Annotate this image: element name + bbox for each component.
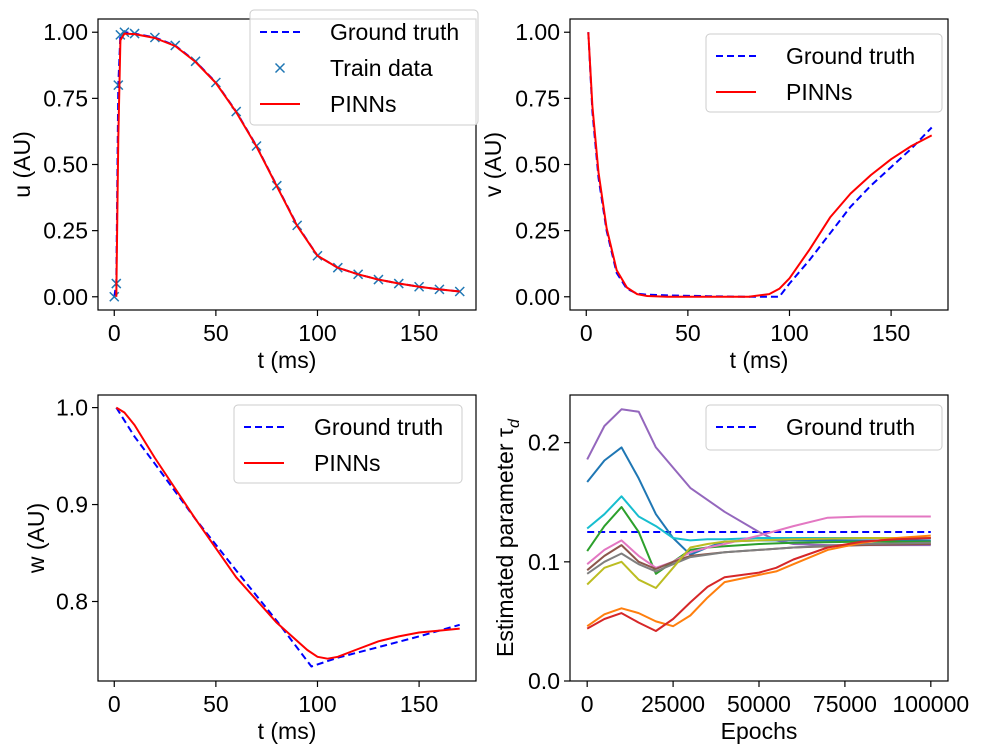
- x-tick-label: 50: [203, 320, 229, 346]
- legend-label: Ground truth: [314, 414, 443, 440]
- chart-tau: 0 25000 50000 75000 100000 0.0 0.1 0.2 Epochs Est…: [492, 394, 969, 744]
- y-tick-label: 0.9: [56, 492, 88, 518]
- legend: Ground truth PINNs: [233, 404, 463, 484]
- y-tick-label: 0.75: [515, 85, 560, 111]
- train-data-point: [119, 27, 130, 38]
- series-line-run-7: [586, 541, 931, 575]
- x-tick-label: 100000: [892, 691, 969, 717]
- legend-label: Ground truth: [330, 19, 459, 45]
- x-tick-label: 0: [108, 691, 121, 717]
- y-tick-label: 1.0: [56, 395, 88, 421]
- series-group: [587, 32, 933, 298]
- y-tick-label: 0.25: [43, 218, 88, 244]
- legend-label: PINNs: [786, 79, 852, 105]
- x-axis-label: t (ms): [258, 718, 317, 744]
- x-tick-label: 100: [298, 320, 336, 346]
- x-tick-label: 0: [580, 320, 593, 346]
- series-line-run-2: [586, 446, 931, 556]
- chart-u: 0 50 100 150 0.00 0.25 0.50 0.75 1.00 t (ms) u (AU…: [9, 9, 479, 373]
- x-tick-label: 150: [400, 320, 438, 346]
- train-data-point: [454, 286, 465, 297]
- x-tick-label: 75000: [813, 691, 877, 717]
- series-group: [109, 27, 465, 302]
- x-axis-label: t (ms): [258, 347, 317, 373]
- series-line-ground-truth: [115, 407, 460, 668]
- series-line-pinns: [587, 32, 933, 298]
- legend-label: Ground truth: [786, 414, 915, 440]
- y-tick-label: 0.0: [528, 668, 560, 694]
- y-axis-label: w (AU): [23, 503, 49, 574]
- x-tick-label: 150: [400, 691, 438, 717]
- legend-label: PINNs: [314, 450, 380, 476]
- series-line-pinns: [115, 32, 460, 297]
- train-data-point: [113, 80, 124, 91]
- series-group: [115, 406, 460, 668]
- series-line-run-8: [586, 537, 931, 589]
- y-tick-label: 0.1: [528, 549, 560, 575]
- legend: Ground truth: [705, 404, 943, 451]
- x-tick-label: 100: [298, 691, 336, 717]
- chart-w: 0 50 100 150 0.8 0.9 1.0 t (ms) w (AU) Ground tru…: [23, 394, 477, 744]
- legend-frame: [705, 33, 943, 113]
- legend: Ground truth PINNs: [705, 33, 943, 113]
- x-tick-label: 50: [675, 320, 701, 346]
- y-tick-label: 1.00: [43, 19, 88, 45]
- chart-v: 0 50 100 150 0.00 0.25 0.50 0.75 1.00 t (ms) v (AU…: [480, 18, 949, 373]
- series-line-run-10: [586, 537, 931, 632]
- x-tick-label: 0: [581, 691, 594, 717]
- y-axis-label: u (AU): [9, 131, 35, 197]
- x-tick-label: 25000: [641, 691, 705, 717]
- series-line-run-9: [586, 534, 931, 628]
- legend-label: Train data: [330, 55, 433, 81]
- series-group: [586, 408, 931, 632]
- y-tick-label: 0.50: [43, 152, 88, 178]
- y-tick-label: 0.25: [515, 218, 560, 244]
- legend-label: PINNs: [330, 91, 396, 117]
- y-tick-label: 0.50: [515, 152, 560, 178]
- y-axis-label: Estimated parameter τd: [492, 418, 523, 657]
- x-axis-label: Epochs: [721, 718, 798, 744]
- series-line-run-5: [586, 515, 931, 569]
- axes-frame: [97, 394, 477, 682]
- legend-frame: [249, 9, 479, 126]
- x-axis-label: t (ms): [730, 347, 789, 373]
- legend: Ground truth Train data PINNs: [249, 9, 479, 126]
- x-tick-label: 150: [872, 320, 910, 346]
- y-tick-label: 1.00: [515, 19, 560, 45]
- y-axis-label: v (AU): [480, 132, 506, 197]
- series-line-pinns: [115, 406, 460, 660]
- x-tick-label: 100: [770, 320, 808, 346]
- y-tick-label: 0.00: [515, 284, 560, 310]
- legend-frame: [705, 404, 943, 451]
- series-line-run-3: [586, 495, 931, 542]
- series-line-run-4: [586, 506, 931, 575]
- y-tick-label: 0.8: [56, 589, 88, 615]
- y-tick-label: 0.2: [528, 430, 560, 456]
- legend-label: Ground truth: [786, 43, 915, 69]
- x-tick-label: 0: [108, 320, 121, 346]
- y-tick-label: 0.00: [43, 284, 88, 310]
- y-axis-label-subscript: d: [506, 418, 523, 428]
- legend-frame: [233, 404, 463, 484]
- y-tick-label: 0.75: [43, 85, 88, 111]
- x-tick-label: 50000: [727, 691, 791, 717]
- legend-marker: [274, 62, 286, 74]
- x-tick-label: 50: [203, 691, 229, 717]
